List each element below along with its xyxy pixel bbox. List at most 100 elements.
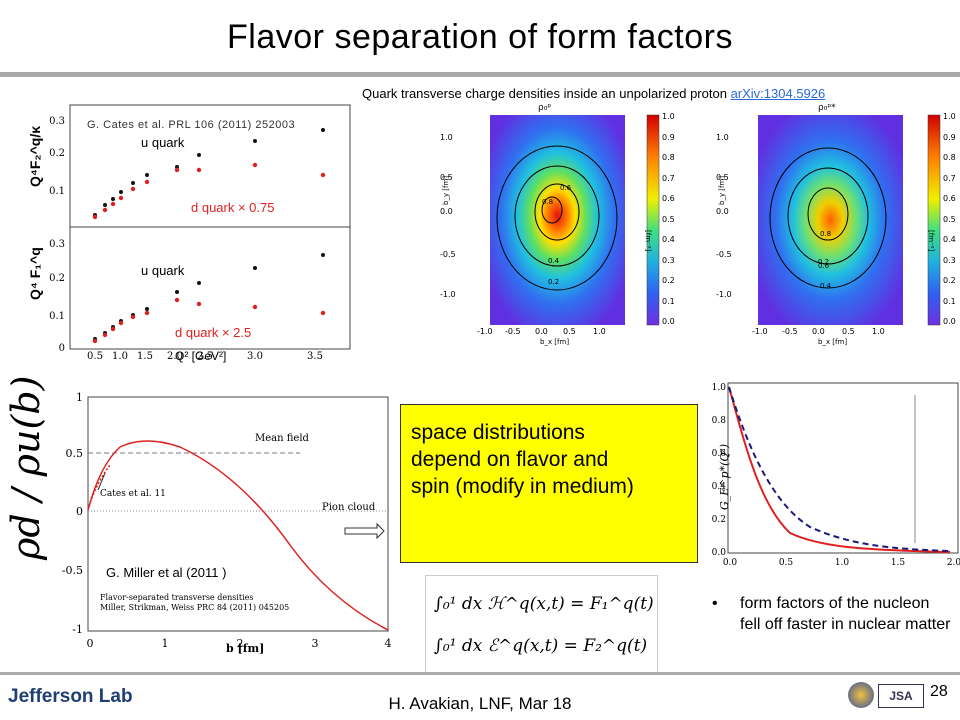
ff-bottom-ytick: 0.3 — [49, 239, 65, 250]
ge-ytick: 0.4 — [712, 482, 727, 492]
density-map-unpolarized — [445, 100, 675, 340]
density-left-cbar-tick: 0.2 — [662, 276, 675, 285]
bottom-u-quark-label: u quark — [141, 263, 185, 278]
bottom-d-point — [174, 297, 180, 303]
sum-rule-f1: ∫₀¹ dx ℋ^q(x,t) = F₁^q(t) — [434, 594, 654, 614]
density-right-cbar-tick: 0.9 — [943, 132, 956, 142]
arxiv-link[interactable]: arXiv:1304.5926 — [730, 86, 826, 101]
density-left-ytick: -0.5 — [440, 250, 456, 259]
ratio-curve — [87, 440, 389, 631]
bottom-d-point — [196, 301, 202, 307]
density-left-xtick: 1.0 — [593, 327, 606, 336]
density-left-cbar-tick: 0.9 — [662, 132, 675, 142]
density-right-xtick: 0.0 — [812, 327, 825, 336]
ge-ytick: 0.2 — [712, 515, 726, 525]
ge-xtick: 0.5 — [779, 558, 794, 568]
ff-xtick: 0.5 — [87, 351, 103, 360]
top-u-point — [253, 139, 257, 143]
density-left-cbar-tick: 1.0 — [662, 112, 675, 121]
density-right-ylabel: b_y [fm] — [718, 175, 726, 205]
ff-top-ytick: 0.3 — [49, 116, 65, 127]
ratio-ytick: -1 — [72, 623, 83, 636]
ratio-ytick: 0.5 — [66, 447, 84, 460]
ff-xtick: 1.0 — [112, 351, 128, 360]
density-left-ytick: 0.5 — [440, 173, 453, 182]
ff-xtick: 3.0 — [247, 351, 263, 360]
density-left-ytick: -1.0 — [440, 290, 456, 299]
subtitle: Quark transverse charge densities inside… — [362, 86, 825, 101]
density-right-title: ρ₀ᵖ* — [818, 103, 836, 113]
bottom-d-point — [110, 326, 116, 332]
density-left-xtick: -0.5 — [505, 327, 521, 336]
density-right-ytick: 0.5 — [716, 173, 729, 182]
density-right-xtick: 0.5 — [842, 327, 855, 336]
density-right-cbar-tick: 0.1 — [943, 296, 956, 306]
bottom-u-point — [145, 307, 149, 311]
mean-field-label: Mean field — [255, 433, 309, 444]
density-right-contour-label: 0.4 — [820, 282, 832, 290]
density-left-cbar-tick: 0.4 — [662, 235, 675, 244]
top-d-point — [118, 195, 124, 201]
ratio-xtick: 3 — [312, 637, 319, 650]
bottom-u-point — [175, 290, 179, 294]
ff-xtick: 1.5 — [137, 351, 153, 360]
bullet-point: • form factors of the nucleon fell off f… — [712, 593, 952, 635]
density-ratio-plot: 1 0.5 0 -0.5 -1 0 1 2 3 4 ρd / ρu(b) Mean field P… — [0, 376, 400, 667]
density-right-ytick: -1.0 — [716, 290, 732, 299]
slide-title: Flavor separation of form factors — [227, 18, 733, 56]
density-right-cbar-tick: 0.3 — [943, 255, 956, 265]
density-left-cbar-tick: 0.8 — [662, 153, 675, 162]
density-left-xlabel: b_x [fm] — [540, 338, 570, 346]
miller-label: G. Miller et al (2011 ) — [106, 565, 227, 580]
ge-form-factor-plot: 1.0 0.8 0.6 0.4 0.2 0.0 0.0 0.5 1.0 1.5 2.0 G_E^p*… — [710, 375, 960, 575]
density-left-contour-label: 0.6 — [560, 184, 572, 192]
density-right-xlabel: b_x [fm] — [818, 338, 848, 346]
cates-pointer — [97, 472, 106, 491]
density-map-left-svg — [490, 114, 660, 326]
ge-ytick: 0.8 — [712, 416, 727, 426]
density-right-xtick: 1.0 — [872, 327, 885, 336]
density-left-xtick: 0.0 — [535, 327, 548, 336]
top-d-point — [144, 179, 150, 185]
density-right-cbar-tick: 0.7 — [943, 173, 956, 183]
density-right-cbar-tick: 0.2 — [943, 276, 956, 285]
density-right-ytick: 0.0 — [716, 207, 729, 216]
ratio-xtick: 1 — [162, 637, 169, 650]
heatmap-right — [758, 115, 903, 325]
jsa-logo-icon: JSA — [878, 684, 924, 708]
density-right-cbar-tick: 0.4 — [943, 235, 956, 244]
density-left-contour-label: 0.8 — [542, 198, 554, 206]
ff-xtick: 3.5 — [307, 351, 323, 360]
bullet-text: form factors of the nucleon fell off fas… — [740, 595, 951, 633]
key-message-line-2: depend on flavor and — [411, 448, 609, 471]
top-u-point — [197, 153, 201, 157]
density-left-cbar-tick: 0.3 — [662, 255, 675, 265]
top-u-quark-label: u quark — [141, 135, 185, 150]
ratio-svg: 1 0.5 0 -0.5 -1 0 1 2 3 4 — [62, 391, 392, 650]
sum-rule-f2: ∫₀¹ dx ℰ^q(x,t) = F₂^q(t) — [434, 636, 648, 656]
ff-xtick: 2.5 — [197, 351, 213, 360]
ratio-ylabel: ρd / ρu(b) — [4, 375, 48, 560]
ratio-xtick: 0 — [87, 637, 94, 650]
ratio-caption-2: Miller, Strikman, Weiss PRC 84 (2011) 04… — [100, 603, 290, 612]
density-left-cbar-tick: 0.1 — [662, 296, 675, 306]
ff-ylabel-bottom: Q⁴ F₁^q — [27, 247, 43, 300]
bottom-d-point — [144, 310, 150, 316]
top-u-point — [321, 128, 325, 132]
density-left-ytick: 1.0 — [440, 133, 453, 142]
density-right-cbar-tick: 0.0 — [943, 317, 956, 326]
top-u-point — [175, 165, 179, 169]
pion-cloud-label: Pion cloud — [322, 502, 376, 513]
ge-ytick: 0.0 — [712, 548, 727, 558]
bottom-d-point — [92, 338, 98, 344]
top-d-point — [130, 186, 136, 192]
bottom-d-point — [118, 320, 124, 326]
footer-text: H. Avakian, LNF, Mar 18 — [388, 694, 572, 713]
density-left-xtick: 0.5 — [563, 327, 576, 336]
bottom-panel-frame — [69, 226, 351, 350]
density-left-ylabel: b_y [fm] — [442, 175, 450, 205]
density-left-cbar-tick: 0.6 — [662, 194, 675, 203]
density-left-cbar-tick: 0.7 — [662, 173, 675, 183]
ff-xtick: 2.0 — [167, 351, 183, 360]
key-message-box: space distributions depend on flavor and… — [400, 404, 698, 563]
